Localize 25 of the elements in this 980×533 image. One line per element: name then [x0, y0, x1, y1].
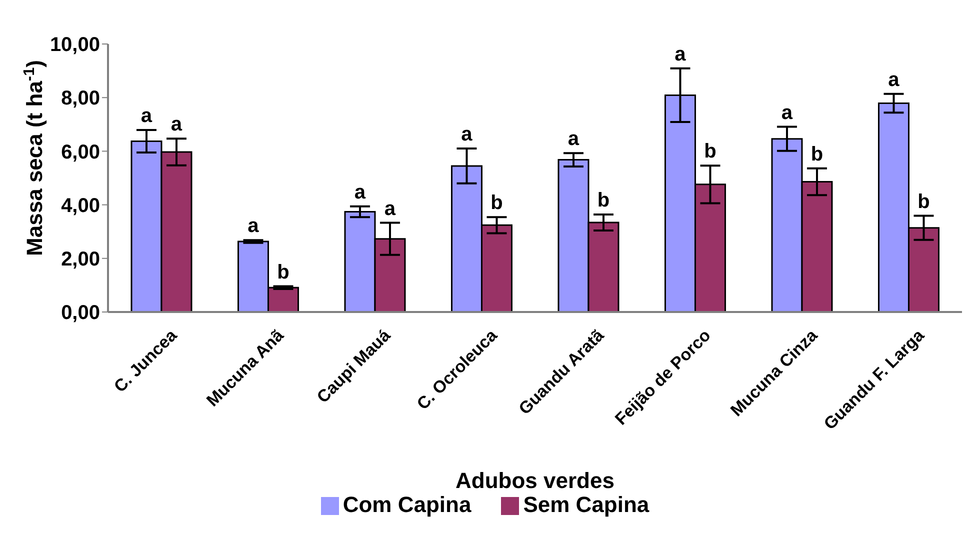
data-label: a: [888, 68, 900, 91]
y-tick-label: 8,00: [61, 88, 100, 110]
legend-label: Com Capina: [342, 492, 472, 517]
data-label: b: [277, 261, 290, 284]
y-tick-label: 0,00: [61, 302, 100, 324]
data-label: b: [490, 192, 503, 214]
data-label: b: [704, 140, 716, 163]
data-label: a: [568, 128, 580, 150]
data-label: a: [384, 198, 396, 220]
x-axis-title: Adubos verdes: [456, 468, 614, 493]
data-label: a: [781, 102, 794, 124]
y-tick-label: 6,00: [61, 141, 100, 164]
y-tick-label: 4,00: [61, 194, 100, 217]
y-tick-label: 2,00: [61, 248, 100, 270]
y-tick-label: 10,00: [50, 34, 100, 56]
data-label: a: [354, 181, 366, 204]
data-label: b: [810, 143, 824, 166]
data-label: b: [918, 190, 930, 213]
data-label: a: [461, 124, 474, 146]
data-label: a: [140, 105, 153, 128]
data-label: a: [248, 215, 260, 238]
legend-label: Sem Capina: [523, 492, 650, 517]
data-label: a: [170, 114, 183, 136]
data-label: b: [597, 189, 610, 212]
data-label: a: [674, 43, 687, 66]
